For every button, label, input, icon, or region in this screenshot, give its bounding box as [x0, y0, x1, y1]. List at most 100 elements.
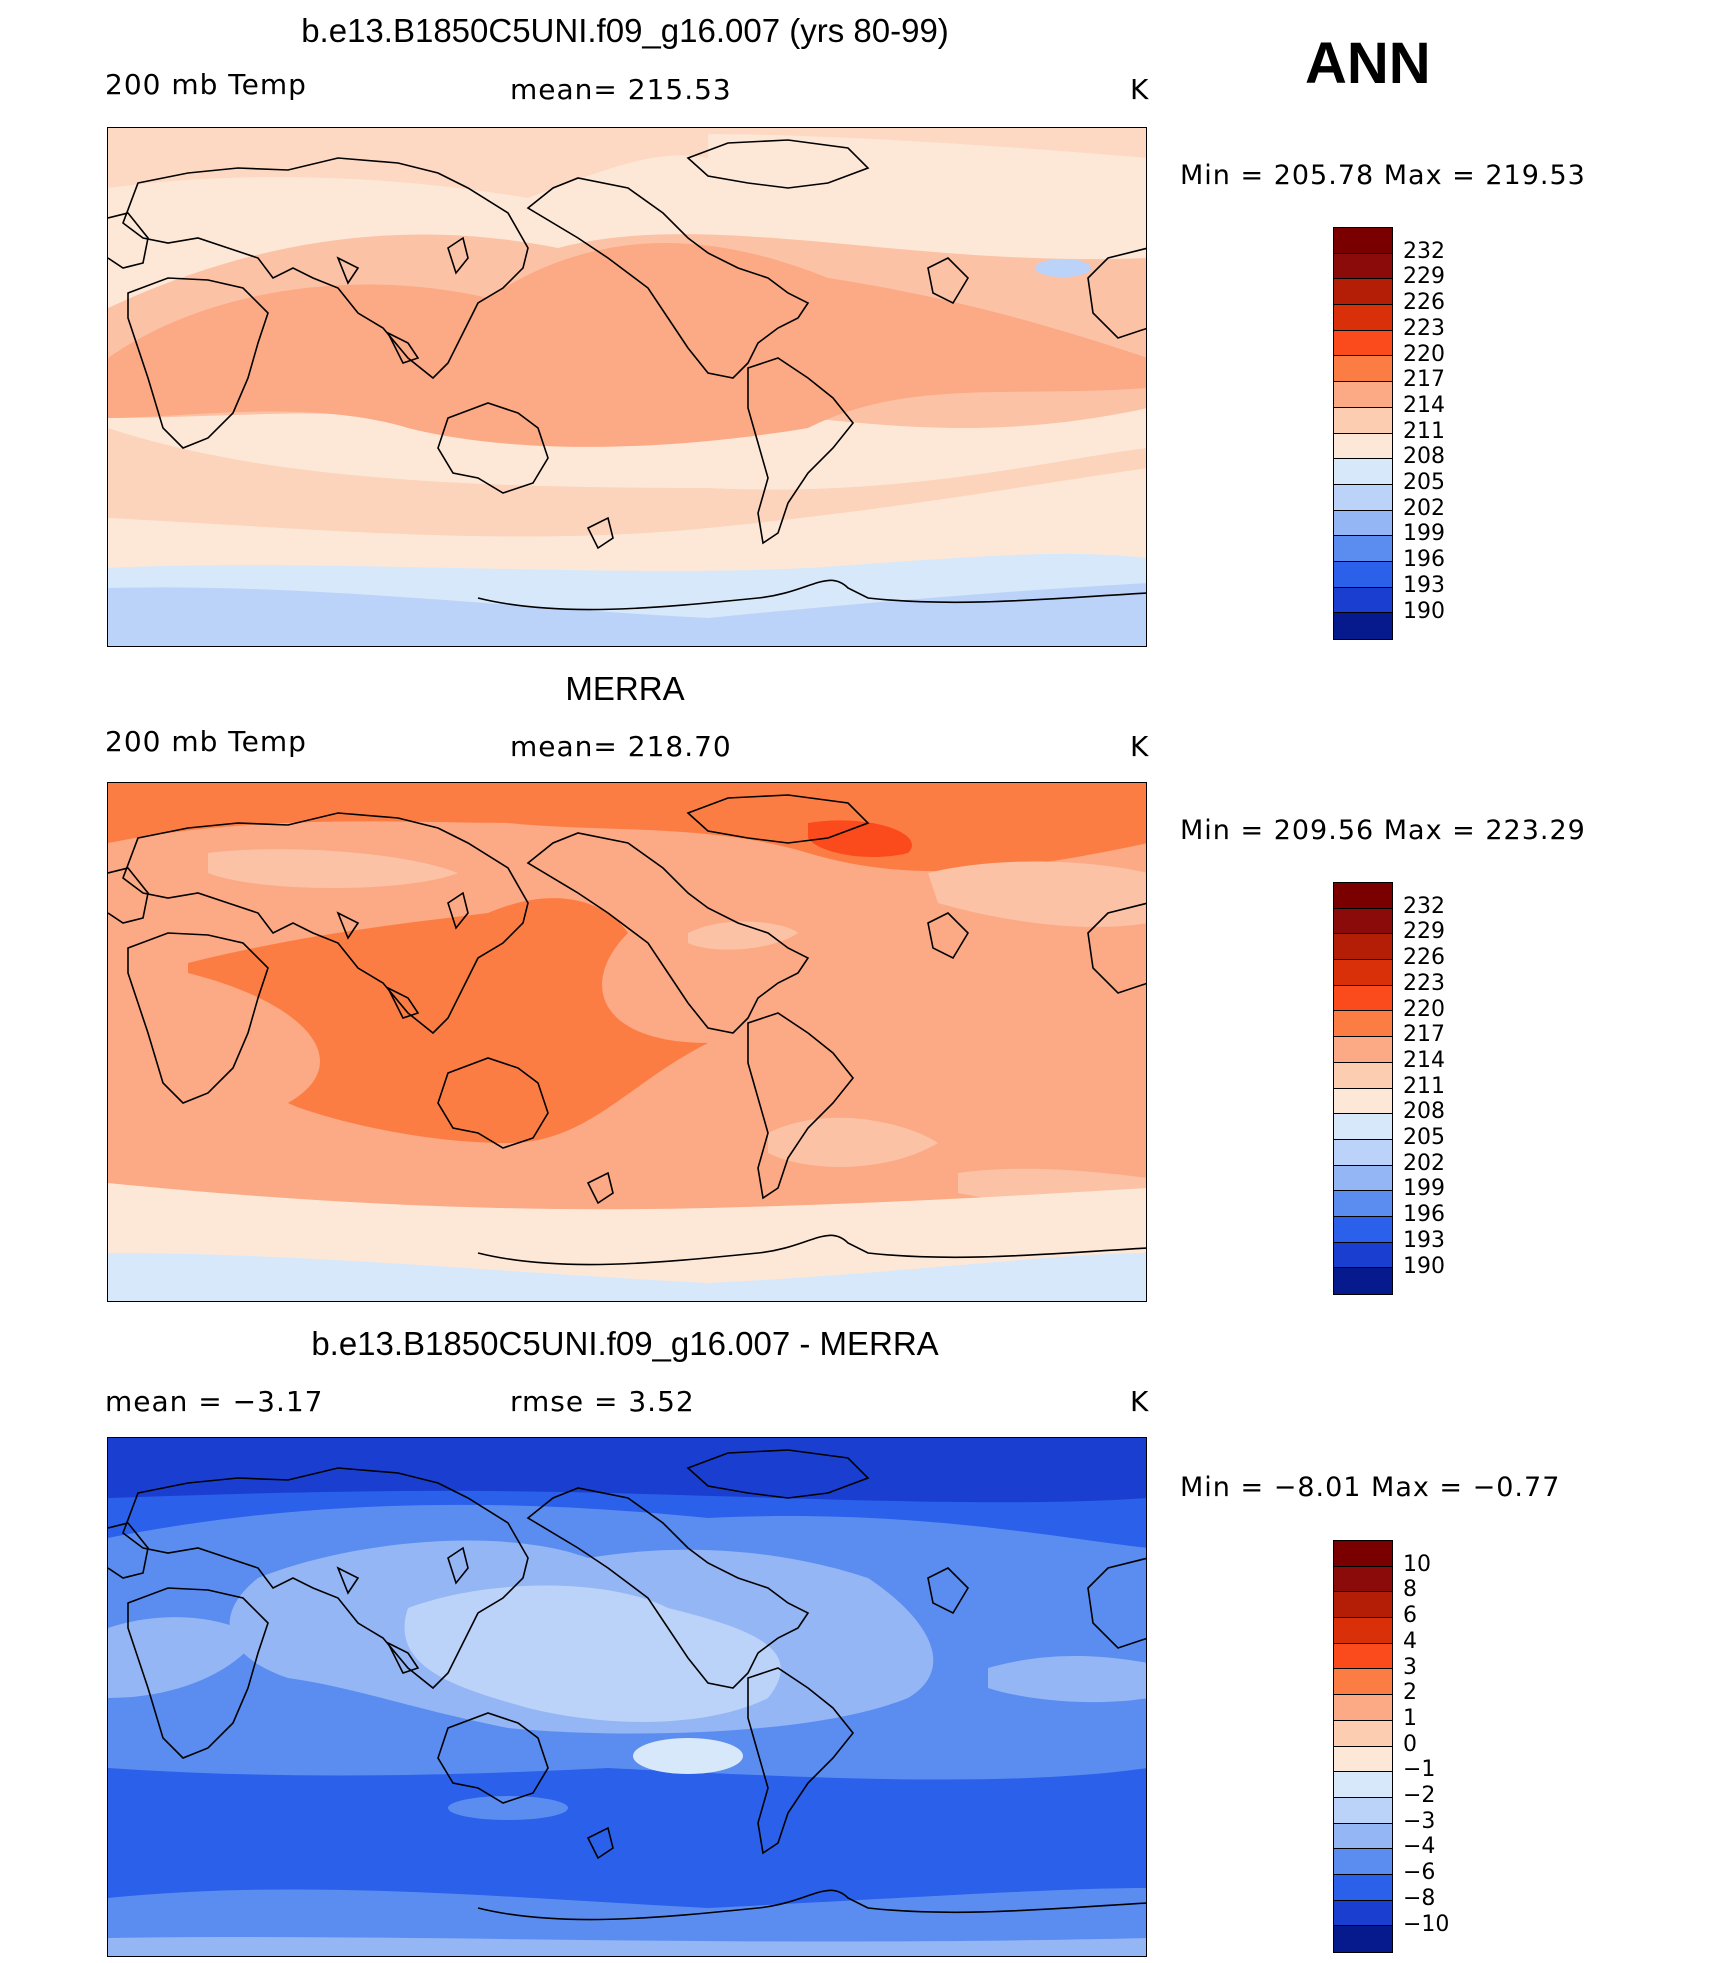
colorbar-swatch [1334, 459, 1392, 485]
panel3-title: b.e13.B1850C5UNI.f09_g16.007 - MERRA [311, 1325, 939, 1362]
panel2-mean-label: mean= 218.70 [510, 730, 732, 763]
colorbar-level-label: 211 [1403, 1073, 1445, 1099]
colorbar-swatch [1334, 960, 1392, 986]
colorbar-swatch [1334, 536, 1392, 562]
colorbar-level-label: 2 [1403, 1680, 1417, 1706]
colorbar-swatch [1334, 1849, 1392, 1875]
colorbar-swatch [1334, 1643, 1392, 1670]
colorbar-level-label: −2 [1403, 1783, 1436, 1808]
colorbar-swatch [1334, 1618, 1392, 1644]
colorbar-level-label: 199 [1403, 521, 1445, 547]
colorbar-swatch [1334, 1823, 1392, 1850]
panel1-min-max: Min = 205.78 Max = 219.53 [1180, 160, 1586, 191]
colorbar-swatch [1334, 253, 1392, 280]
colorbar-swatch [1334, 1062, 1392, 1089]
colorbar-swatch [1334, 1695, 1392, 1721]
colorbar-swatch [1334, 1165, 1392, 1192]
colorbar-level-label: 196 [1403, 1202, 1445, 1228]
colorbar-level-label: 193 [1403, 1227, 1445, 1253]
colorbar-swatch [1334, 382, 1392, 408]
colorbar-swatch [1334, 305, 1392, 331]
colorbar-level-label: −10 [1403, 1911, 1450, 1937]
panel3-units-label: K [1130, 1385, 1150, 1418]
colorbar-level-label: 214 [1403, 1047, 1445, 1073]
panel2-units-label: K [1130, 730, 1150, 763]
panel1-map [107, 127, 1147, 647]
colorbar-level-label: 226 [1403, 945, 1445, 971]
panel1-mean-label: mean= 215.53 [510, 73, 732, 106]
colorbar-level-label: 0 [1403, 1731, 1417, 1757]
panel2-min-max: Min = 209.56 Max = 223.29 [1180, 815, 1586, 846]
colorbar-swatch [1334, 1139, 1392, 1166]
colorbar-level-label: 223 [1403, 315, 1445, 341]
panel1-variable-label: 200 mb Temp [105, 68, 307, 101]
colorbar-swatch [1334, 1216, 1392, 1243]
colorbar-swatch [1334, 356, 1392, 383]
colorbar-level-label: 223 [1403, 970, 1445, 996]
panel3-mean-label: mean = −3.17 [105, 1385, 324, 1418]
colorbar-level-label: 226 [1403, 290, 1445, 316]
colorbar-level-label: 208 [1403, 1099, 1445, 1125]
panel3-colorbar [1333, 1540, 1393, 1953]
colorbar-level-label: 190 [1403, 1253, 1445, 1279]
colorbar-swatch [1334, 1772, 1392, 1798]
colorbar-level-label: 190 [1403, 598, 1445, 624]
colorbar-level-label: 220 [1403, 341, 1445, 367]
colorbar-swatch [1334, 1746, 1392, 1773]
colorbar-level-label: 217 [1403, 367, 1445, 393]
colorbar-swatch [1334, 1797, 1392, 1824]
colorbar-swatch [1334, 613, 1392, 639]
colorbar-swatch [1334, 1541, 1392, 1567]
colorbar-swatch [1334, 908, 1392, 935]
colorbar-level-label: 229 [1403, 264, 1445, 290]
panel3-rmse-label: rmse = 3.52 [510, 1385, 695, 1418]
colorbar-level-label: 193 [1403, 572, 1445, 598]
panel2-variable-label: 200 mb Temp [105, 725, 307, 758]
colorbar-level-label: 232 [1403, 238, 1445, 264]
colorbar-swatch [1334, 1720, 1392, 1747]
panel2-map [107, 782, 1147, 1302]
panel3-map [107, 1437, 1147, 1957]
colorbar-level-label: 205 [1403, 1125, 1445, 1150]
panel1-colorbar [1333, 227, 1393, 640]
colorbar-swatch [1334, 1114, 1392, 1140]
panel2-colorbar [1333, 882, 1393, 1295]
panel1-units-label: K [1130, 73, 1150, 106]
colorbar-swatch [1334, 1268, 1392, 1294]
colorbar-level-label: 4 [1403, 1628, 1417, 1654]
colorbar-level-label: 202 [1403, 1150, 1445, 1176]
colorbar-level-label: −6 [1403, 1860, 1436, 1886]
panel3-min-max: Min = −8.01 Max = −0.77 [1180, 1472, 1561, 1503]
colorbar-swatch [1334, 561, 1392, 588]
colorbar-swatch [1334, 484, 1392, 511]
colorbar-swatch [1334, 407, 1392, 434]
colorbar-swatch [1334, 1669, 1392, 1696]
colorbar-swatch [1334, 1191, 1392, 1217]
colorbar-level-label: −1 [1403, 1757, 1436, 1783]
colorbar-level-label: −8 [1403, 1885, 1436, 1911]
colorbar-swatch [1334, 1592, 1392, 1619]
colorbar-level-label: −4 [1403, 1834, 1436, 1860]
colorbar-level-label: 205 [1403, 470, 1445, 495]
colorbar-level-label: 6 [1403, 1603, 1417, 1629]
colorbar-swatch [1334, 1874, 1392, 1901]
colorbar-swatch [1334, 279, 1392, 306]
colorbar-level-label: 211 [1403, 418, 1445, 444]
colorbar-level-label: 208 [1403, 444, 1445, 470]
colorbar-swatch [1334, 883, 1392, 909]
colorbar-swatch [1334, 228, 1392, 254]
colorbar-level-label: 199 [1403, 1176, 1445, 1202]
colorbar-level-label: 3 [1403, 1654, 1417, 1680]
colorbar-swatch [1334, 1900, 1392, 1927]
colorbar-swatch [1334, 1011, 1392, 1038]
colorbar-level-label: 8 [1403, 1577, 1417, 1603]
colorbar-swatch [1334, 433, 1392, 460]
colorbar-swatch [1334, 330, 1392, 357]
colorbar-level-label: 1 [1403, 1705, 1417, 1731]
panel2-title: MERRA [565, 670, 685, 707]
colorbar-level-label: 202 [1403, 495, 1445, 521]
colorbar-swatch [1334, 985, 1392, 1012]
colorbar-swatch [1334, 1037, 1392, 1063]
colorbar-level-label: 220 [1403, 996, 1445, 1022]
colorbar-level-label: 214 [1403, 392, 1445, 418]
